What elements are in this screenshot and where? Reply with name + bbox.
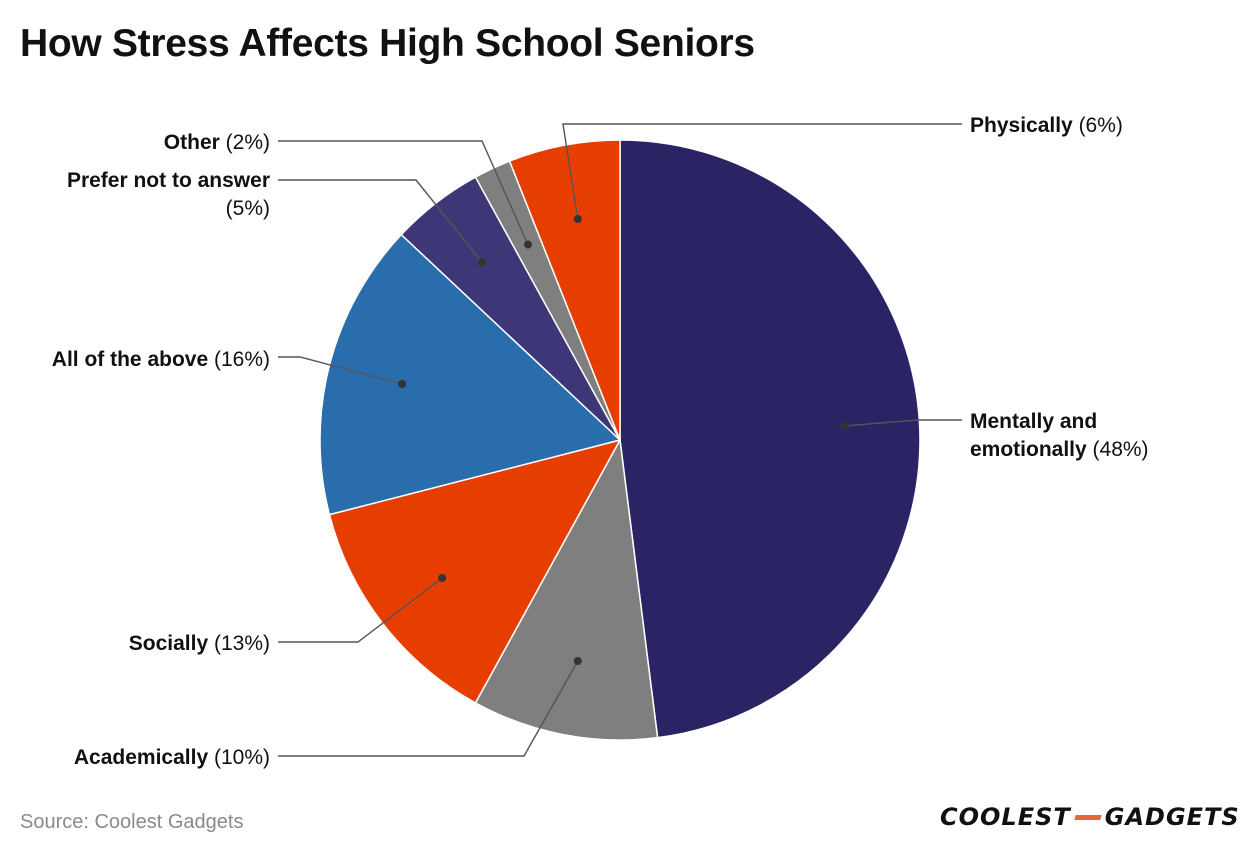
pie-slice-0 — [619, 139, 921, 739]
leader-dot-0 — [840, 421, 849, 430]
leader-line-5 — [278, 140, 529, 245]
leader-lines — [278, 123, 962, 757]
logo-dash-mark — [1074, 814, 1102, 820]
leader-dot-3 — [398, 380, 407, 388]
slice-label-name-1-0: Academically — [74, 746, 209, 769]
slice-label-pct-1: (10%) — [208, 746, 270, 769]
slice-label-4: Prefer not to answer (5%) — [67, 169, 270, 220]
pie-slices — [319, 139, 921, 741]
slice-label-1: Academically (10%) — [74, 746, 270, 769]
pie-slice-6 — [508, 139, 621, 441]
brand-logo: COOLEST GADGETS — [940, 800, 1240, 834]
slice-label-name-6-0: Physically — [970, 114, 1073, 137]
slice-label-3: All of the above (16%) — [52, 348, 270, 371]
slice-label-0: Mentally and emotionally (48%) — [970, 410, 1149, 461]
slice-label-6: Physically (6%) — [970, 114, 1123, 137]
slice-label-pct-2: (13%) — [208, 632, 270, 655]
slice-label-name-3-0: All of the above — [52, 348, 208, 371]
slice-labels: Mentally and emotionally (48%) Academicall… — [52, 114, 1149, 769]
logo-text-part2: GADGETS — [1104, 803, 1240, 831]
leader-dot-4 — [478, 258, 487, 267]
slice-label-pct-6: (6%) — [1073, 114, 1123, 137]
slice-label-pct-0: (48%) — [1087, 438, 1149, 461]
slice-label-pct-3: (16%) — [208, 348, 270, 371]
leader-dot-6 — [573, 215, 582, 223]
pie-slice-1 — [474, 439, 659, 741]
logo-text-part1: COOLEST — [940, 803, 1071, 831]
leader-dot-1 — [573, 657, 582, 665]
leader-dot-5 — [524, 240, 532, 249]
leader-line-4 — [278, 179, 483, 263]
source-note: Source: Coolest Gadgets — [20, 811, 244, 833]
slice-label-name-5-0: Other — [164, 131, 220, 154]
slice-label-5: Other (2%) — [164, 131, 270, 154]
slice-label-pct-4: (5%) — [226, 197, 270, 220]
leader-line-2 — [278, 577, 443, 643]
slice-label-pct-5: (2%) — [220, 131, 270, 154]
slice-label-name-2-0: Socially — [129, 632, 209, 655]
leader-line-6 — [562, 123, 962, 220]
leader-line-0 — [844, 419, 962, 427]
leader-line-3 — [278, 356, 403, 385]
slice-label-2: Socially (13%) — [129, 632, 270, 655]
slice-label-name-0-0: Mentally and — [970, 410, 1097, 433]
leader-dot-2 — [438, 573, 447, 582]
leader-line-1 — [278, 660, 579, 757]
chart-title: How Stress Affects High School Seniors — [20, 22, 755, 65]
slice-label-name-0-1: emotionally — [970, 438, 1087, 461]
slice-label-name-4-0: Prefer not to answer — [67, 169, 270, 192]
